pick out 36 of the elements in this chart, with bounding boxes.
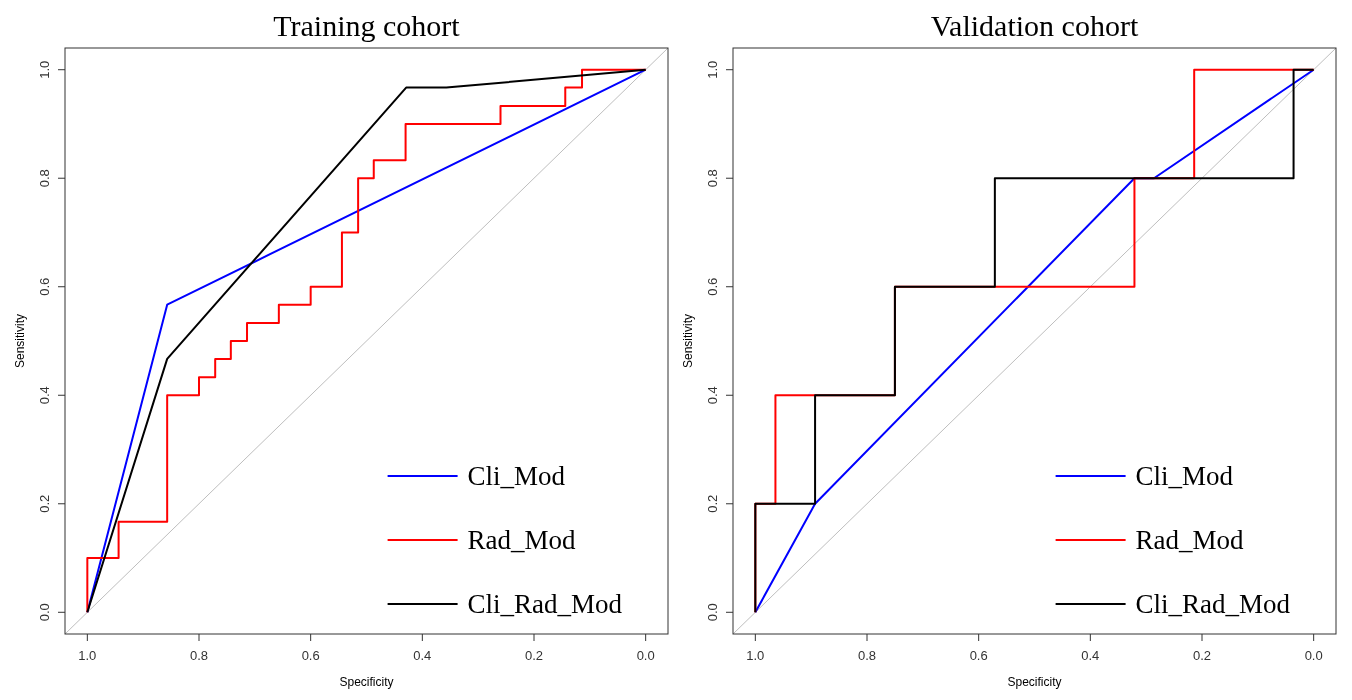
y-tick-label: 0.8 [37,169,52,188]
x-tick-label: 0.2 [1192,648,1212,663]
y-tick-label: 0.4 [37,386,52,405]
y-tick-label: 1.0 [37,60,52,79]
x-tick-label: 0.8 [189,648,209,663]
legend-label: Rad_Mod [1135,525,1245,555]
x-tick-label: 0.0 [1304,648,1323,663]
x-tick-label: 0.2 [524,648,544,663]
x-tick-label: 0.0 [636,648,655,663]
y-tick-label: 0.0 [705,603,720,622]
y-axis-title: Sensitivity [681,313,695,369]
legend-label: Cli_Mod [467,461,566,491]
chart-title: Validation cohort [930,9,1139,42]
y-tick-label: 1.0 [705,60,720,79]
x-tick-label: 0.6 [969,648,988,663]
x-axis-title: Specificity [339,675,394,689]
y-tick-label: 0.6 [705,277,720,296]
legend-label: Cli_Rad_Mod [1135,589,1291,619]
y-tick-label: 0.8 [705,169,720,188]
x-tick-label: 1.0 [746,648,765,663]
legend-label: Cli_Rad_Mod [467,589,623,619]
y-axis-title: Sensitivity [13,313,27,369]
chart-title: Training cohort [273,9,461,42]
y-tick-label: 0.2 [37,494,52,513]
x-tick-label: 0.6 [301,648,320,663]
x-axis-title: Specificity [1007,675,1062,689]
y-tick-label: 0.4 [705,386,720,405]
y-tick-label: 0.0 [37,603,52,622]
y-tick-label: 0.6 [37,277,52,296]
x-tick-label: 1.0 [78,648,97,663]
y-tick-label: 0.2 [705,494,720,513]
legend-label: Rad_Mod [467,525,577,555]
x-tick-label: 0.4 [413,648,432,663]
legend-label: Cli_Mod [1135,461,1234,491]
x-tick-label: 0.8 [857,648,877,663]
x-tick-label: 0.4 [1081,648,1100,663]
